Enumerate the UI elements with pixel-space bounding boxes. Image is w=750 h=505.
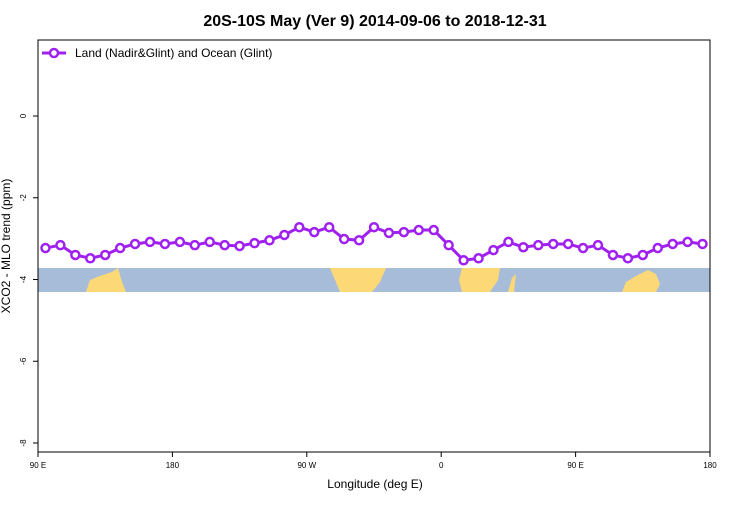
data-point — [99, 249, 111, 261]
x-tick-label: 0 — [439, 461, 444, 470]
data-point — [652, 242, 663, 254]
map-band — [38, 268, 710, 292]
data-point — [129, 238, 141, 250]
x-tick-label: 90 W — [297, 461, 316, 470]
data-point — [398, 226, 410, 238]
legend-marker — [48, 47, 60, 59]
data-point — [70, 249, 81, 261]
data-point — [159, 238, 171, 250]
data-point — [219, 239, 230, 251]
x-tick-label: 180 — [166, 461, 180, 470]
y-tick-label: -6 — [19, 357, 28, 365]
data-point — [368, 221, 380, 233]
data-point — [503, 236, 514, 248]
y-tick-label: -2 — [19, 194, 28, 202]
data-point — [577, 242, 589, 254]
data-point — [488, 244, 499, 256]
data-point — [40, 242, 51, 254]
x-tick-label: 90 E — [30, 461, 46, 470]
data-point — [682, 236, 693, 248]
data-point — [518, 241, 529, 253]
data-point — [294, 221, 305, 233]
y-tick-label: -8 — [19, 439, 28, 447]
data-point — [383, 227, 395, 239]
data-point — [189, 239, 201, 251]
y-tick-label: -4 — [19, 275, 28, 283]
data-point — [622, 253, 634, 264]
y-axis-label: XCO2 - MLO trend (ppm) — [0, 179, 13, 314]
data-point — [114, 242, 126, 254]
data-point — [323, 221, 335, 233]
data-point — [458, 255, 469, 266]
data-point — [697, 238, 708, 250]
data-point — [144, 236, 156, 248]
data-point — [443, 239, 454, 251]
data-point — [249, 237, 260, 249]
chart-title: 20S-10S May (Ver 9) 2014-09-06 to 2018-1… — [203, 13, 546, 30]
data-point — [338, 233, 350, 245]
data-point — [264, 235, 275, 246]
x-tick-label: 180 — [703, 461, 717, 470]
plot-frame — [37, 39, 711, 453]
data-point — [533, 239, 544, 251]
data-point — [607, 249, 619, 261]
data-point — [413, 224, 425, 236]
data-point — [473, 253, 484, 264]
data-point — [204, 236, 215, 248]
data-point — [428, 224, 439, 236]
data-point — [309, 226, 320, 238]
x-tick-label: 90 E — [567, 461, 583, 470]
data-point — [234, 240, 245, 252]
data-point — [637, 249, 649, 261]
x-axis-label: Longitude (deg E) — [327, 477, 422, 491]
data-point — [353, 235, 365, 246]
data-point — [174, 236, 186, 248]
data-point — [547, 238, 559, 250]
data-point — [667, 238, 678, 250]
data-point — [279, 229, 290, 241]
y-tick-label: 0 — [19, 113, 28, 118]
legend-label: Land (Nadir&Glint) and Ocean (Glint) — [75, 46, 272, 60]
data-point — [85, 253, 96, 264]
data-point — [592, 239, 604, 251]
data-point — [55, 239, 66, 251]
data-point — [562, 238, 574, 250]
